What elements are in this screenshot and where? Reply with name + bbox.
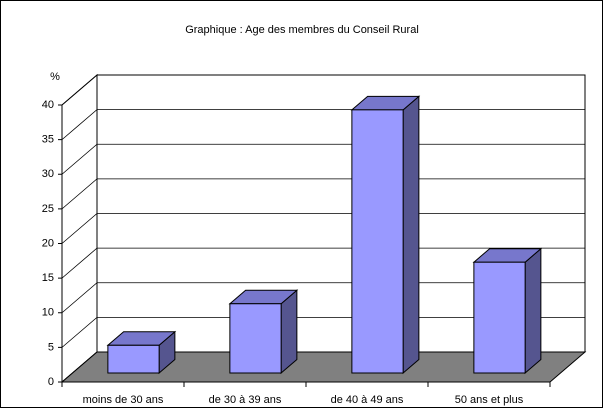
bar bbox=[107, 344, 160, 374]
bar bbox=[351, 109, 404, 374]
x-tick-label: de 30 à 39 ans bbox=[209, 394, 282, 406]
bar bbox=[229, 303, 282, 374]
grid-line bbox=[61, 143, 585, 175]
y-tick-label: 25 bbox=[42, 203, 54, 215]
bar-side bbox=[524, 247, 542, 375]
y-tick-label: 0 bbox=[48, 376, 54, 388]
grid-line bbox=[61, 109, 585, 140]
y-tick-label: 20 bbox=[42, 237, 54, 249]
y-tick-label: 35 bbox=[42, 134, 54, 146]
y-tick-label: 10 bbox=[42, 307, 54, 319]
y-tick-label: 40 bbox=[42, 99, 54, 111]
grid-line bbox=[61, 316, 585, 348]
x-tick-label: moins de 30 ans bbox=[83, 394, 164, 406]
chart-title: Graphique : Age des membres du Conseil R… bbox=[185, 24, 419, 36]
y-tick-label: 30 bbox=[42, 168, 54, 180]
x-tick-label: de 40 à 49 ans bbox=[331, 394, 404, 406]
grid-line bbox=[61, 247, 585, 279]
grid-line bbox=[61, 282, 585, 314]
bar-side bbox=[402, 95, 420, 375]
y-axis-label: % bbox=[50, 71, 60, 83]
grid-line bbox=[61, 178, 585, 210]
grid-line bbox=[61, 351, 585, 383]
bar bbox=[473, 261, 526, 374]
grid-line bbox=[61, 213, 585, 244]
grid-line bbox=[61, 74, 585, 106]
y-tick-label: 5 bbox=[48, 341, 54, 353]
y-tick-label: 15 bbox=[42, 272, 54, 284]
x-tick-label: 50 ans et plus bbox=[455, 394, 524, 406]
bar-side bbox=[280, 289, 298, 375]
